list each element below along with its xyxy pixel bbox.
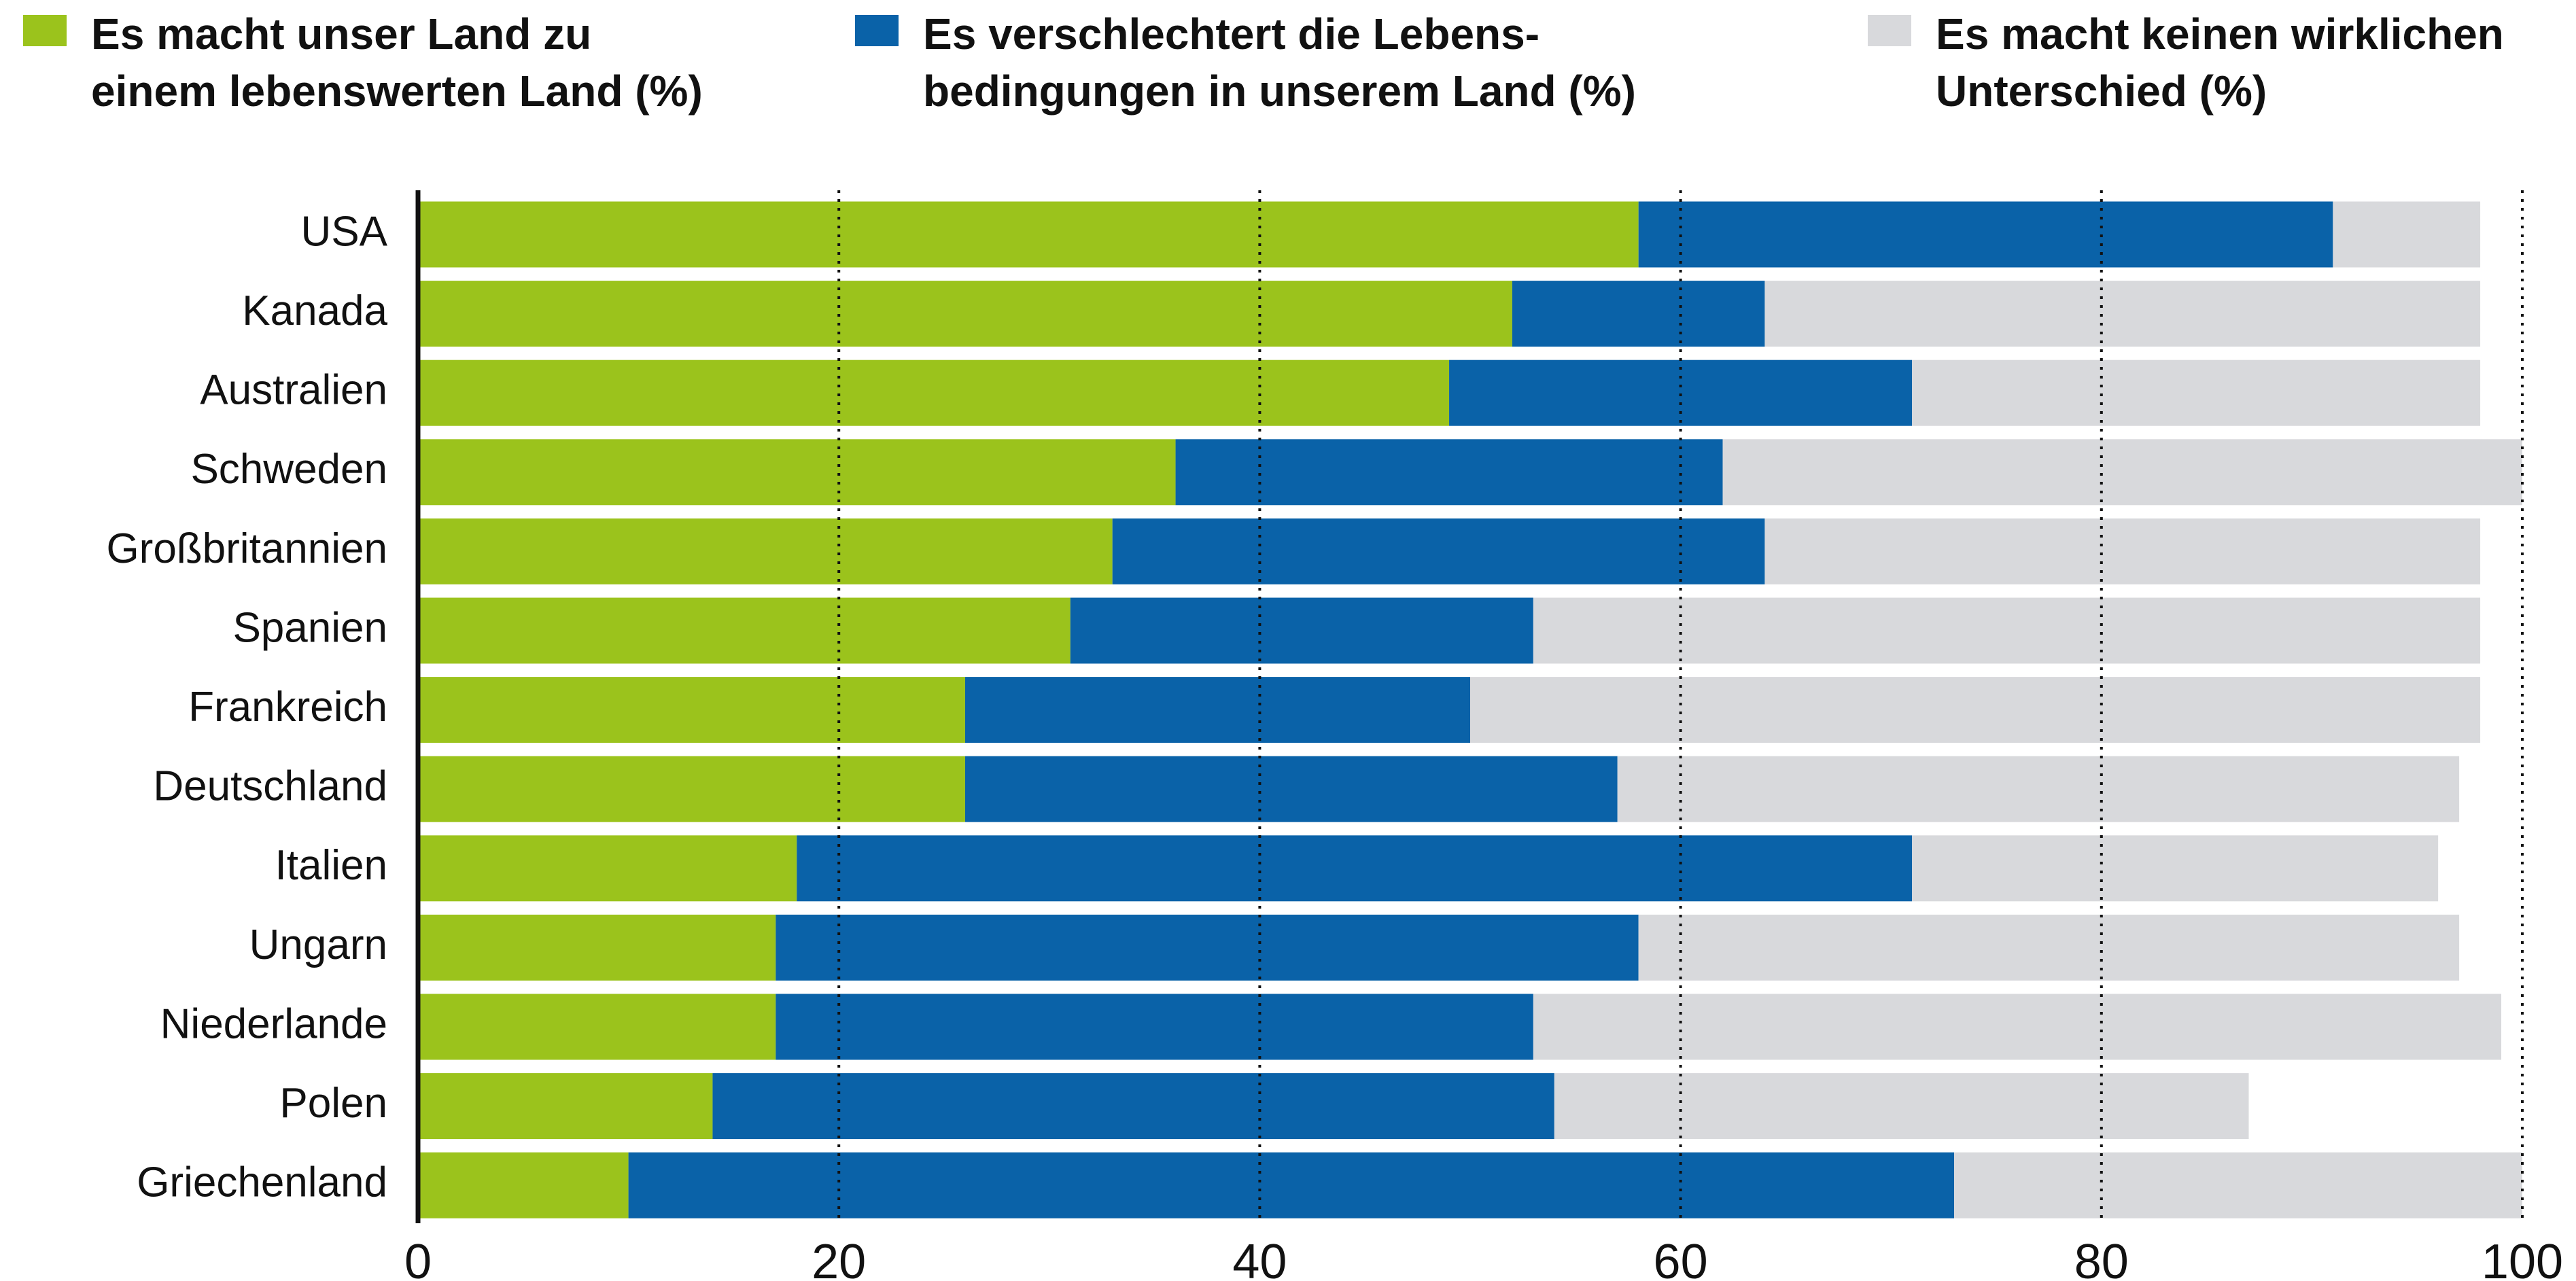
bar-segment [418,835,797,902]
bar-segment [797,835,1913,902]
bar-segment [418,597,1071,664]
y-tick-label: USA [301,208,388,255]
bar-segment [628,1152,1955,1218]
legend-item: Es macht unser Land zu einem lebenswerte… [23,5,703,120]
bar-segment [418,1073,713,1140]
bar-segment [1449,359,1913,426]
y-tick-label: Ungarn [249,922,387,968]
bar-segment [418,518,1113,584]
bar-segment [1764,281,2481,347]
legend-item: Es macht keinen wirklichen Unterschied (… [1868,5,2504,120]
y-tick-label: Niederlande [160,1000,387,1047]
x-tick-label: 60 [1654,1235,1708,1281]
y-tick-label: Großbritannien [106,525,387,572]
x-tick-label: 40 [1232,1235,1287,1281]
bar-segment [418,914,776,981]
x-tick-label: 100 [2482,1235,2563,1281]
y-tick-label: Italien [275,842,387,889]
bar-segment [1512,281,1765,347]
bar-segment [1112,518,1765,584]
bar-segment [418,1152,629,1218]
bar-segment [964,756,1618,822]
bar-segment [1722,439,2522,506]
bar-segment [418,201,1639,268]
bar-segment [1764,518,2481,584]
bar-segment [1912,359,2481,426]
y-tick-label: Deutschland [153,763,387,810]
bar-segment [418,359,1450,426]
y-tick-label: Kanada [242,287,387,334]
bar-segment [712,1073,1554,1140]
bar-segment [418,281,1512,347]
bar-segment [1533,994,2502,1060]
bar-segment [418,756,965,822]
bar-segment [1533,597,2481,664]
bar-segment [776,994,1533,1060]
x-tick-label: 20 [812,1235,866,1281]
y-tick-label: Polen [279,1080,387,1127]
bar-segment [1912,835,2439,902]
bar-segment [418,994,776,1060]
bar-segment [1617,756,2460,822]
legend-item: Es verschlechtert die Lebens- bedingunge… [855,5,1636,120]
y-tick-label: Schweden [190,446,387,493]
legend-label: Es macht unser Land zu einem lebenswerte… [91,10,703,116]
bar-segment [418,677,965,743]
y-tick-label: Frankreich [188,684,387,731]
bar-segment [964,677,1470,743]
legend-swatch [23,15,67,46]
bar-segment [1554,1073,2249,1140]
bar-segment [2333,201,2481,268]
x-tick-label: 80 [2074,1235,2129,1281]
bar-segment [1070,597,1533,664]
bar-segment [776,914,1639,981]
y-tick-label: Spanien [232,604,387,651]
y-tick-label: Griechenland [137,1159,387,1206]
legend-label: Es verschlechtert die Lebens- bedingunge… [923,10,1636,116]
legend-swatch [855,15,899,46]
bar-segment [1175,439,1723,506]
y-tick-label: Australien [200,367,387,414]
legend-label: Es macht keinen wirklichen Unterschied (… [1936,10,2504,116]
bar-segment [1638,914,2460,981]
x-tick-label: 0 [404,1235,432,1281]
legend-swatch [1868,15,1911,46]
bar-segment [1954,1152,2522,1218]
bar-segment [1638,201,2333,268]
bar-segment [418,439,1176,506]
bar-segment [1470,677,2481,743]
